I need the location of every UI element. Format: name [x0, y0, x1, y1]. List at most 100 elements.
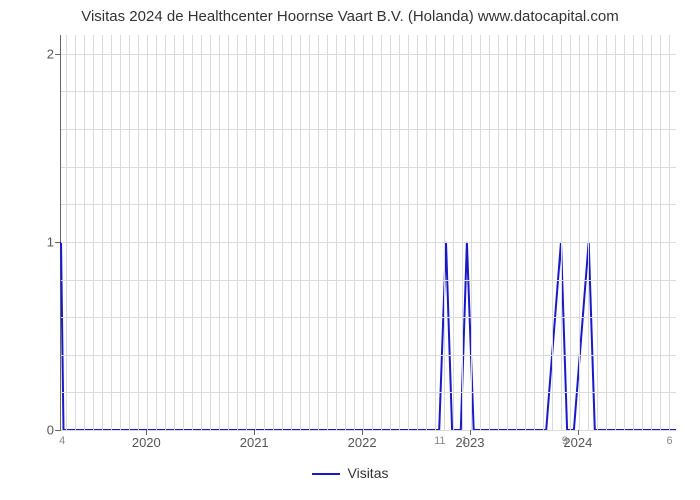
grid-line-v [327, 35, 328, 430]
grid-line-v [471, 35, 472, 430]
grid-line-h [61, 54, 676, 55]
grid-line-v [363, 35, 364, 430]
grid-line-v [669, 35, 670, 430]
grid-line-v [498, 35, 499, 430]
grid-line-h-minor [61, 204, 676, 205]
grid-line-v [597, 35, 598, 430]
grid-line-v [624, 35, 625, 430]
grid-line-v [390, 35, 391, 430]
grid-line-v [588, 35, 589, 430]
grid-line-h-minor [61, 355, 676, 356]
grid-line-v [156, 35, 157, 430]
grid-line-h-minor [61, 280, 676, 281]
grid-line-v [354, 35, 355, 430]
grid-line-v [633, 35, 634, 430]
grid-line-v [552, 35, 553, 430]
grid-line-v [129, 35, 130, 430]
grid-line-h-minor [61, 317, 676, 318]
x-tick-label: 2021 [240, 435, 269, 450]
grid-line-v [84, 35, 85, 430]
grid-line-v [525, 35, 526, 430]
grid-line-v [462, 35, 463, 430]
grid-line-v [516, 35, 517, 430]
grid-line-v [111, 35, 112, 430]
x-minor-label: 1 [462, 435, 468, 447]
grid-line-v [399, 35, 400, 430]
grid-line-v [93, 35, 94, 430]
grid-line-v [255, 35, 256, 430]
grid-line-h-minor [61, 167, 676, 168]
grid-line-v [300, 35, 301, 430]
grid-line-h-minor [61, 91, 676, 92]
grid-line-v [201, 35, 202, 430]
grid-line-v [228, 35, 229, 430]
grid-line-v [210, 35, 211, 430]
series-visitas-line [61, 242, 676, 430]
y-tick-mark [55, 242, 60, 243]
grid-line-v [534, 35, 535, 430]
grid-line-v [75, 35, 76, 430]
y-tick-label: 1 [14, 234, 54, 249]
grid-line-v [642, 35, 643, 430]
chart-container: Visitas 2024 de Healthcenter Hoornse Vaa… [0, 0, 700, 500]
grid-line-v [372, 35, 373, 430]
grid-line-v [318, 35, 319, 430]
grid-line-v [138, 35, 139, 430]
grid-line-v [291, 35, 292, 430]
grid-line-v [102, 35, 103, 430]
grid-line-v [282, 35, 283, 430]
grid-line-v [417, 35, 418, 430]
grid-line-v [174, 35, 175, 430]
grid-line-v [480, 35, 481, 430]
grid-line-v [561, 35, 562, 430]
grid-line-v [219, 35, 220, 430]
grid-line-v [660, 35, 661, 430]
y-tick-label: 0 [14, 423, 54, 438]
x-tick-label: 2023 [456, 435, 485, 450]
grid-line-v [507, 35, 508, 430]
grid-line-v [192, 35, 193, 430]
grid-line-v [543, 35, 544, 430]
x-minor-label: 4 [59, 435, 65, 447]
grid-line-h [61, 242, 676, 243]
y-tick-mark [55, 430, 60, 431]
grid-line-v [606, 35, 607, 430]
grid-line-v [615, 35, 616, 430]
legend: Visitas [0, 465, 700, 481]
grid-line-v [651, 35, 652, 430]
grid-line-v [147, 35, 148, 430]
x-minor-label: 6 [667, 435, 673, 447]
grid-line-v [345, 35, 346, 430]
y-tick-mark [55, 54, 60, 55]
grid-line-v [237, 35, 238, 430]
grid-line-v [426, 35, 427, 430]
grid-line-v [489, 35, 490, 430]
legend-label: Visitas [348, 465, 389, 481]
x-tick-label: 2020 [132, 435, 161, 450]
grid-line-v [453, 35, 454, 430]
series-line-svg [61, 35, 676, 430]
grid-line-h [61, 430, 676, 431]
x-minor-label: 9 [562, 435, 568, 447]
chart-title: Visitas 2024 de Healthcenter Hoornse Vaa… [0, 8, 700, 25]
grid-line-v [570, 35, 571, 430]
legend-swatch [312, 473, 340, 475]
grid-line-v [381, 35, 382, 430]
plot-area [60, 35, 676, 431]
grid-line-v [120, 35, 121, 430]
grid-line-v [444, 35, 445, 430]
grid-line-h-minor [61, 392, 676, 393]
x-minor-label: 11 [434, 435, 445, 447]
grid-line-v [273, 35, 274, 430]
grid-line-v [309, 35, 310, 430]
grid-line-v [165, 35, 166, 430]
grid-line-v [183, 35, 184, 430]
y-tick-label: 2 [14, 46, 54, 61]
grid-line-v [435, 35, 436, 430]
grid-line-v [579, 35, 580, 430]
grid-line-v [336, 35, 337, 430]
grid-line-v [408, 35, 409, 430]
grid-line-h-minor [61, 129, 676, 130]
grid-line-v [264, 35, 265, 430]
grid-line-v [246, 35, 247, 430]
